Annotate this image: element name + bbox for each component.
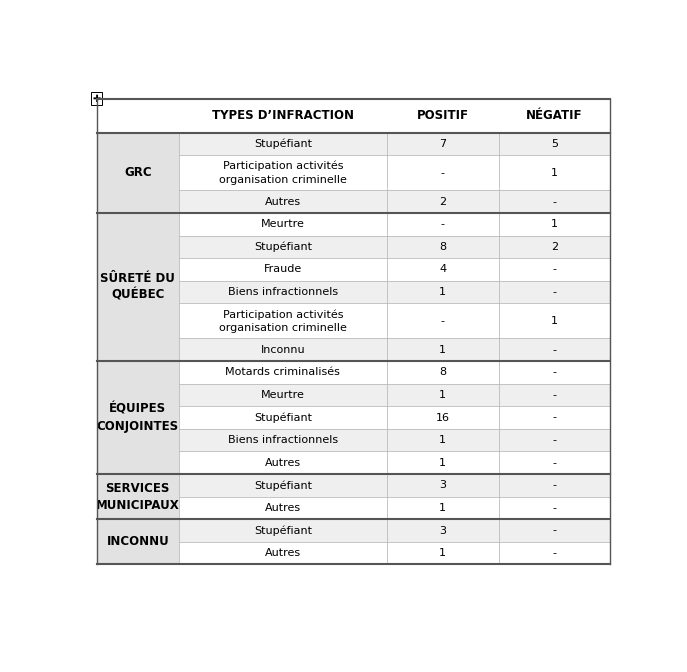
Bar: [179, 190, 610, 213]
Bar: [96, 213, 179, 361]
Text: -: -: [440, 219, 444, 229]
Text: Inconnu: Inconnu: [260, 345, 305, 355]
Bar: [96, 474, 179, 519]
Text: Autres: Autres: [264, 458, 301, 468]
Text: 7: 7: [439, 139, 446, 149]
Bar: [96, 519, 179, 564]
Text: SÛRETÉ DU
QUÉBEC: SÛRETÉ DU QUÉBEC: [100, 272, 175, 302]
Text: ÉQUIPES
CONJOINTES: ÉQUIPES CONJOINTES: [97, 403, 179, 433]
Bar: [179, 429, 610, 452]
Bar: [179, 361, 610, 384]
Bar: [179, 519, 610, 542]
Bar: [179, 384, 610, 406]
Text: 2: 2: [551, 242, 558, 252]
Text: 1: 1: [551, 219, 558, 229]
Text: 5: 5: [551, 139, 558, 149]
Bar: [179, 452, 610, 474]
Text: POSITIF: POSITIF: [416, 110, 469, 122]
Text: 1: 1: [439, 390, 446, 400]
Text: -: -: [552, 548, 556, 558]
Text: 3: 3: [439, 526, 446, 536]
Text: -: -: [552, 526, 556, 536]
Text: 16: 16: [436, 413, 449, 423]
Text: 1: 1: [439, 345, 446, 355]
Text: Participation activités
organisation criminelle: Participation activités organisation cri…: [219, 161, 347, 185]
Text: Stupéfiant: Stupéfiant: [254, 480, 312, 491]
Text: -: -: [552, 287, 556, 297]
Text: Biens infractionnels: Biens infractionnels: [228, 435, 338, 445]
Text: ✚: ✚: [92, 93, 100, 103]
Bar: [179, 281, 610, 303]
Text: 1: 1: [439, 435, 446, 445]
Text: TYPES D’INFRACTION: TYPES D’INFRACTION: [212, 110, 354, 122]
Bar: [179, 213, 610, 235]
Bar: [179, 339, 610, 361]
Text: Autres: Autres: [264, 503, 301, 513]
Bar: [179, 474, 610, 497]
Text: -: -: [552, 503, 556, 513]
Bar: [179, 155, 610, 190]
Text: Meurtre: Meurtre: [261, 390, 305, 400]
Text: Meurtre: Meurtre: [261, 219, 305, 229]
Text: 4: 4: [439, 264, 446, 274]
Text: -: -: [440, 168, 444, 178]
Bar: [179, 406, 610, 429]
Text: Stupéfiant: Stupéfiant: [254, 138, 312, 149]
Text: -: -: [552, 390, 556, 400]
Text: Biens infractionnels: Biens infractionnels: [228, 287, 338, 297]
Text: Motards criminalisés: Motards criminalisés: [225, 368, 340, 377]
Text: 1: 1: [439, 503, 446, 513]
Text: -: -: [552, 435, 556, 445]
Text: 1: 1: [439, 458, 446, 468]
Text: -: -: [552, 458, 556, 468]
Bar: [179, 235, 610, 258]
Bar: [96, 99, 610, 132]
Text: -: -: [552, 345, 556, 355]
Text: -: -: [440, 316, 444, 326]
Text: -: -: [552, 264, 556, 274]
Text: Participation activités
organisation criminelle: Participation activités organisation cri…: [219, 309, 347, 333]
Bar: [96, 132, 179, 213]
Bar: [179, 303, 610, 339]
Text: INCONNU: INCONNU: [106, 536, 169, 548]
Text: 1: 1: [439, 287, 446, 297]
Text: 8: 8: [439, 368, 446, 377]
Text: 1: 1: [439, 548, 446, 558]
Text: Stupéfiant: Stupéfiant: [254, 526, 312, 536]
Text: NÉGATIF: NÉGATIF: [526, 110, 583, 122]
Text: -: -: [552, 368, 556, 377]
Text: -: -: [552, 480, 556, 491]
Text: -: -: [552, 413, 556, 423]
Text: 1: 1: [551, 168, 558, 178]
Text: GRC: GRC: [124, 166, 152, 179]
Text: 3: 3: [439, 480, 446, 491]
Text: Stupéfiant: Stupéfiant: [254, 412, 312, 423]
Text: Fraude: Fraude: [264, 264, 302, 274]
Bar: [96, 361, 179, 474]
Bar: [179, 132, 610, 155]
Text: 8: 8: [439, 242, 446, 252]
Text: 1: 1: [551, 316, 558, 326]
Bar: [179, 542, 610, 564]
Text: 2: 2: [439, 197, 446, 206]
Text: Autres: Autres: [264, 548, 301, 558]
Bar: [179, 258, 610, 281]
Bar: [179, 497, 610, 519]
Text: Stupéfiant: Stupéfiant: [254, 241, 312, 252]
Text: -: -: [552, 197, 556, 206]
Text: SERVICES
MUNICIPAUX: SERVICES MUNICIPAUX: [96, 482, 180, 511]
Text: Autres: Autres: [264, 197, 301, 206]
